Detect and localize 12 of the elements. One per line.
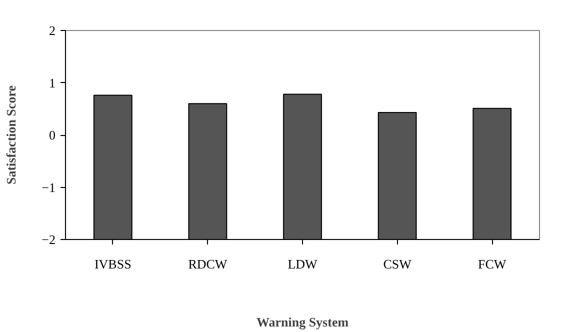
x-tick-label: CSW: [383, 256, 412, 272]
y-tick-label: 2: [49, 23, 56, 38]
y-tick-label: −1: [42, 180, 56, 195]
x-tick-label: IVBSS: [94, 256, 132, 272]
y-tick-label: 1: [49, 75, 56, 90]
x-tick-label: RDCW: [188, 256, 228, 272]
x-axis-title: Warning System: [256, 314, 349, 330]
y-tick-label: −2: [42, 232, 56, 247]
x-tick-label: LDW: [288, 256, 318, 272]
x-tick-label: FCW: [478, 256, 507, 272]
y-tick-label: 0: [49, 128, 56, 142]
y-axis-title: Satisfaction Score: [4, 85, 19, 185]
